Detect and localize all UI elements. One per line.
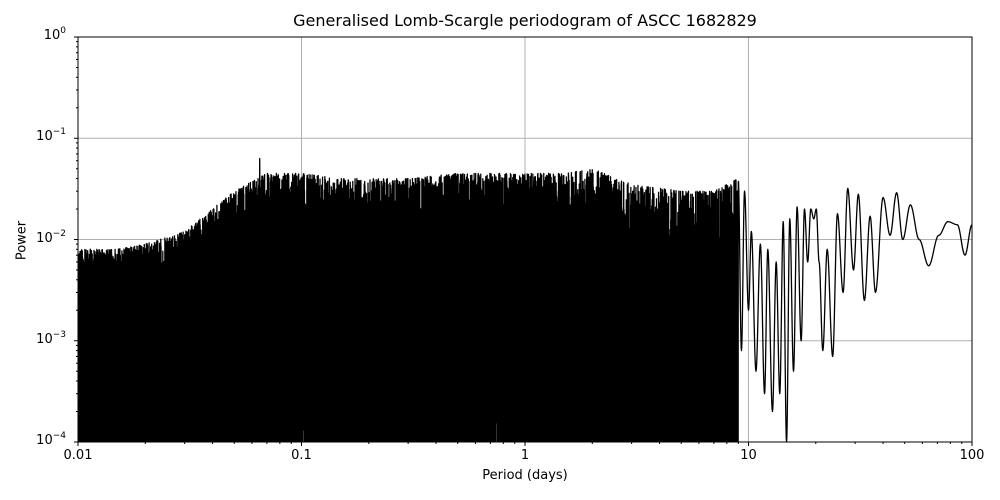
y-tick-exponent: −4 xyxy=(52,431,66,441)
y-tick-base: 10 xyxy=(43,28,61,43)
chart-title: Generalised Lomb-Scargle periodogram of … xyxy=(293,11,757,30)
x-tick-label: 10 xyxy=(740,448,757,463)
x-tick-label: 0.1 xyxy=(291,448,312,463)
y-axis-label: Power xyxy=(14,220,30,261)
x-tick-label: 1 xyxy=(520,448,530,463)
data-series-gls-power xyxy=(78,157,972,442)
y-tick-base: 10 xyxy=(36,230,53,246)
y-tick-exponent: −3 xyxy=(52,329,66,340)
x-tick-label: 0.01 xyxy=(63,448,93,463)
y-tick-label: 10−1 xyxy=(36,127,66,145)
y-tick-label: 10−2 xyxy=(36,228,66,246)
x-tick-label: 100 xyxy=(959,448,985,463)
y-tick-label: 10−3 xyxy=(36,329,66,347)
x-axis-label: Period (days) xyxy=(482,468,568,483)
plot-frame xyxy=(77,36,973,443)
y-tick-base: 10 xyxy=(36,433,53,448)
major-ticks xyxy=(74,36,973,446)
y-tick-exponent: −1 xyxy=(52,127,66,138)
y-tick-base: 10 xyxy=(36,129,53,145)
y-tick-exponent: 0 xyxy=(60,26,66,36)
y-tick-base: 10 xyxy=(36,331,53,347)
y-tick-label: 10−4 xyxy=(36,431,66,449)
y-tick-label: 100 xyxy=(43,26,66,44)
y-tick-exponent: −2 xyxy=(52,228,66,239)
